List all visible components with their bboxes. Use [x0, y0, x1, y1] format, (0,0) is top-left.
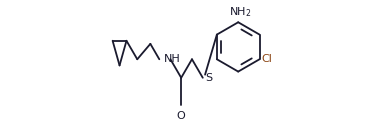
Text: NH$_2$: NH$_2$: [229, 5, 251, 19]
Text: O: O: [177, 111, 186, 121]
Text: Cl: Cl: [261, 54, 272, 64]
Text: S: S: [205, 73, 212, 83]
Text: NH: NH: [164, 54, 181, 64]
